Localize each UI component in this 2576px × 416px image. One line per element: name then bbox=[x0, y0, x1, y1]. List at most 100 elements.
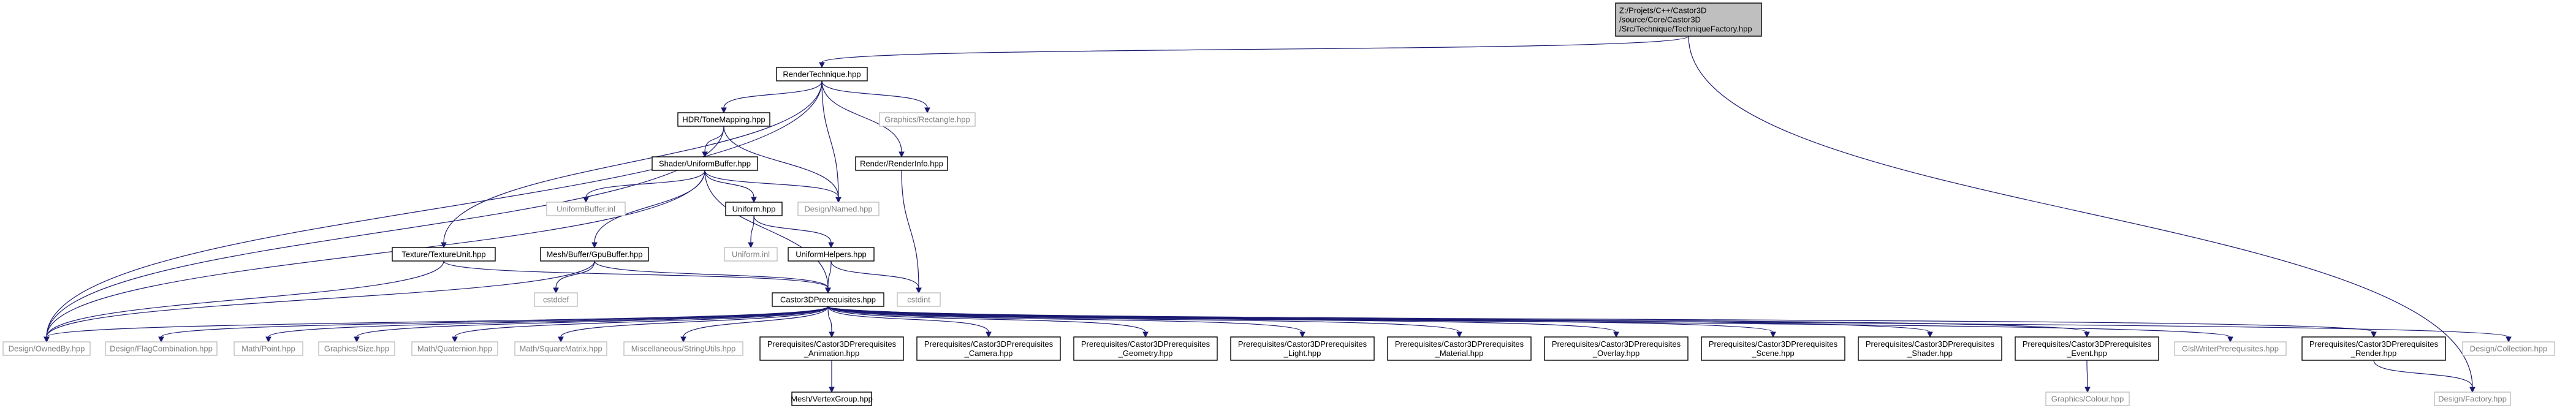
node-label-line: Design/Factory.hpp bbox=[2438, 395, 2507, 404]
edge-arrowhead bbox=[158, 336, 164, 343]
edge-renderrenderinfo-to-cstdint bbox=[901, 170, 922, 294]
node-prereqcamera[interactable]: Prerequisites/Castor3DPrerequisites_Came… bbox=[916, 336, 1061, 361]
node-mathsquarematrix[interactable]: Math/SquareMatrix.hpp bbox=[514, 341, 607, 356]
edge-line bbox=[821, 80, 839, 198]
node-castor3dprereq[interactable]: Castor3DPrerequisites.hpp bbox=[772, 292, 884, 307]
edge-castor3dprereq-to-prereqrender bbox=[827, 306, 2377, 338]
node-box bbox=[514, 341, 607, 356]
edge-arrowhead bbox=[452, 336, 458, 343]
edge-shaderuniformbuffer-to-designnamed bbox=[704, 170, 842, 203]
node-label-line: Uniform.hpp bbox=[732, 205, 776, 214]
edge-arrowhead bbox=[2084, 387, 2091, 393]
node-box bbox=[1230, 336, 1375, 361]
edge-line bbox=[827, 306, 1460, 333]
node-designcollection[interactable]: Design/Collection.hpp bbox=[2462, 341, 2555, 356]
node-prereqoverlay[interactable]: Prerequisites/Castor3DPrerequisites_Over… bbox=[1544, 336, 1689, 361]
node-graphicsrectangle[interactable]: Graphics/Rectangle.hpp bbox=[879, 112, 976, 127]
edge-arrowhead bbox=[899, 151, 905, 158]
edge-line bbox=[750, 215, 754, 243]
edge-root-to-rendertechnique bbox=[819, 36, 1689, 69]
edge-line bbox=[753, 215, 832, 243]
node-label-line: UniformBuffer.inl bbox=[557, 205, 615, 214]
dependency-edges bbox=[44, 36, 2512, 393]
node-label-line: Shader/UniformBuffer.hpp bbox=[659, 159, 751, 168]
node-designnamed[interactable]: Design/Named.hpp bbox=[797, 202, 880, 216]
node-prereqscene[interactable]: Prerequisites/Castor3DPrerequisites_Scen… bbox=[1701, 336, 1845, 361]
edge-line bbox=[2373, 360, 2473, 388]
node-texturetextureunit[interactable]: Texture/TextureUnit.hpp bbox=[392, 247, 496, 262]
edge-line bbox=[454, 306, 829, 338]
edge-arrowhead bbox=[553, 287, 559, 294]
edge-shaderuniformbuffer-to-uniformhpp bbox=[704, 170, 757, 203]
edge-prereqanimation-to-meshvertexgroup bbox=[829, 360, 835, 393]
edge-line bbox=[827, 306, 1146, 333]
edge-arrowhead bbox=[829, 331, 835, 338]
node-graphicscolour[interactable]: Graphics/Colour.hpp bbox=[2045, 391, 2130, 406]
node-cstddef[interactable]: cstddef bbox=[534, 292, 578, 307]
node-graphicssize[interactable]: Graphics/Size.hpp bbox=[318, 341, 395, 356]
node-prereqanimation[interactable]: Prerequisites/Castor3DPrerequisites_Anim… bbox=[759, 336, 904, 361]
node-shaderuniformbuffer[interactable]: Shader/UniformBuffer.hpp bbox=[652, 156, 758, 171]
node-label-line: RenderTechnique.hpp bbox=[783, 70, 861, 79]
edge-line bbox=[704, 126, 724, 153]
node-box bbox=[546, 202, 626, 216]
node-designfactory[interactable]: Design/Factory.hpp bbox=[2434, 391, 2511, 406]
node-uniformbufferinl[interactable]: UniformBuffer.inl bbox=[546, 202, 626, 216]
node-label-line: UniformHelpers.hpp bbox=[796, 250, 867, 259]
dependency-nodes: Z:/Projets/C++/Castor3D/source/Core/Cast… bbox=[2, 2, 2555, 406]
edge-rendertechnique-to-graphicsrectangle bbox=[821, 80, 930, 114]
node-box bbox=[652, 156, 758, 171]
node-label-line: Prerequisites/Castor3DPrerequisites bbox=[2023, 339, 2152, 349]
node-miscstringutils[interactable]: Miscellaneous/StringUtils.hpp bbox=[623, 341, 743, 356]
node-uniformhelpers[interactable]: UniformHelpers.hpp bbox=[788, 247, 875, 262]
edge-castor3dprereq-to-designownedby bbox=[44, 306, 829, 343]
node-prereqevent[interactable]: Prerequisites/Castor3DPrerequisites_Even… bbox=[2015, 336, 2159, 361]
node-box bbox=[105, 341, 218, 356]
node-label-line: Prerequisites/Castor3DPrerequisites bbox=[924, 339, 1054, 349]
edge-line bbox=[560, 306, 829, 338]
node-root[interactable]: Z:/Projets/C++/Castor3D/source/Core/Cast… bbox=[1615, 2, 1762, 37]
node-box bbox=[1701, 336, 1845, 361]
edge-castor3dprereq-to-prereqoverlay bbox=[827, 306, 1619, 338]
node-mathpoint[interactable]: Math/Point.hpp bbox=[234, 341, 303, 356]
node-label-line: _Shader.hpp bbox=[1907, 349, 1953, 358]
node-mathquaternion[interactable]: Math/Quaternion.hpp bbox=[411, 341, 498, 356]
node-prereqshader[interactable]: Prerequisites/Castor3DPrerequisites_Shad… bbox=[1858, 336, 2002, 361]
node-label-line: Math/Point.hpp bbox=[241, 344, 295, 354]
edge-line bbox=[827, 306, 1303, 333]
node-uniformhpp[interactable]: Uniform.hpp bbox=[725, 202, 783, 216]
edge-line bbox=[821, 36, 1689, 63]
node-label-line: Z:/Projets/C++/Castor3D bbox=[1619, 6, 1706, 15]
node-designownedby[interactable]: Design/OwnedBy.hpp bbox=[2, 341, 91, 356]
node-prereqrender[interactable]: Prerequisites/Castor3DPrerequisites_Rend… bbox=[2301, 336, 2446, 361]
node-uniforminl[interactable]: Uniform.inl bbox=[724, 247, 778, 262]
edge-meshgpubuffer-to-castor3dprereq bbox=[594, 260, 831, 294]
node-renderrenderinfo[interactable]: Render/RenderInfo.hpp bbox=[855, 156, 948, 171]
node-meshgpubuffer[interactable]: Mesh/Buffer/GpuBuffer.hpp bbox=[540, 247, 649, 262]
edge-line bbox=[704, 170, 754, 198]
edge-hdrtonemapping-to-designownedby bbox=[44, 126, 724, 343]
node-label-line: Graphics/Size.hpp bbox=[324, 344, 389, 354]
node-prereqmaterial[interactable]: Prerequisites/Castor3DPrerequisites_Mate… bbox=[1387, 336, 1532, 361]
edge-uniformhpp-to-uniformhelpers bbox=[753, 215, 834, 249]
node-prereqlight[interactable]: Prerequisites/Castor3DPrerequisites_Ligh… bbox=[1230, 336, 1375, 361]
node-rendertechnique[interactable]: RenderTechnique.hpp bbox=[776, 67, 868, 81]
edge-castor3dprereq-to-prereqlight bbox=[827, 306, 1305, 338]
edge-arrowhead bbox=[2506, 336, 2512, 343]
node-designflagcombination[interactable]: Design/FlagCombination.hpp bbox=[105, 341, 218, 356]
edge-arrowhead bbox=[265, 336, 272, 343]
edge-castor3dprereq-to-prereqanimation bbox=[827, 306, 835, 338]
edge-arrowhead bbox=[680, 336, 686, 343]
edge-castor3dprereq-to-miscstringutils bbox=[680, 306, 829, 343]
node-glslwriterprereq[interactable]: GlslWriterPrerequisites.hpp bbox=[2174, 341, 2287, 356]
edge-arrowhead bbox=[558, 336, 564, 343]
node-box bbox=[2462, 341, 2555, 356]
node-cstdint[interactable]: cstdint bbox=[897, 292, 941, 307]
edge-shaderuniformbuffer-to-uniformbufferinl bbox=[583, 170, 705, 203]
node-prereqgeometry[interactable]: Prerequisites/Castor3DPrerequisites_Geom… bbox=[1073, 336, 1218, 361]
edge-castor3dprereq-to-designcollection bbox=[827, 306, 2512, 343]
node-box bbox=[772, 292, 884, 307]
node-label-line: Prerequisites/Castor3DPrerequisites bbox=[767, 339, 897, 349]
node-hdrtonemapping[interactable]: HDR/ToneMapping.hpp bbox=[677, 112, 770, 127]
node-meshvertexgroup[interactable]: Mesh/VertexGroup.hpp bbox=[791, 391, 873, 406]
